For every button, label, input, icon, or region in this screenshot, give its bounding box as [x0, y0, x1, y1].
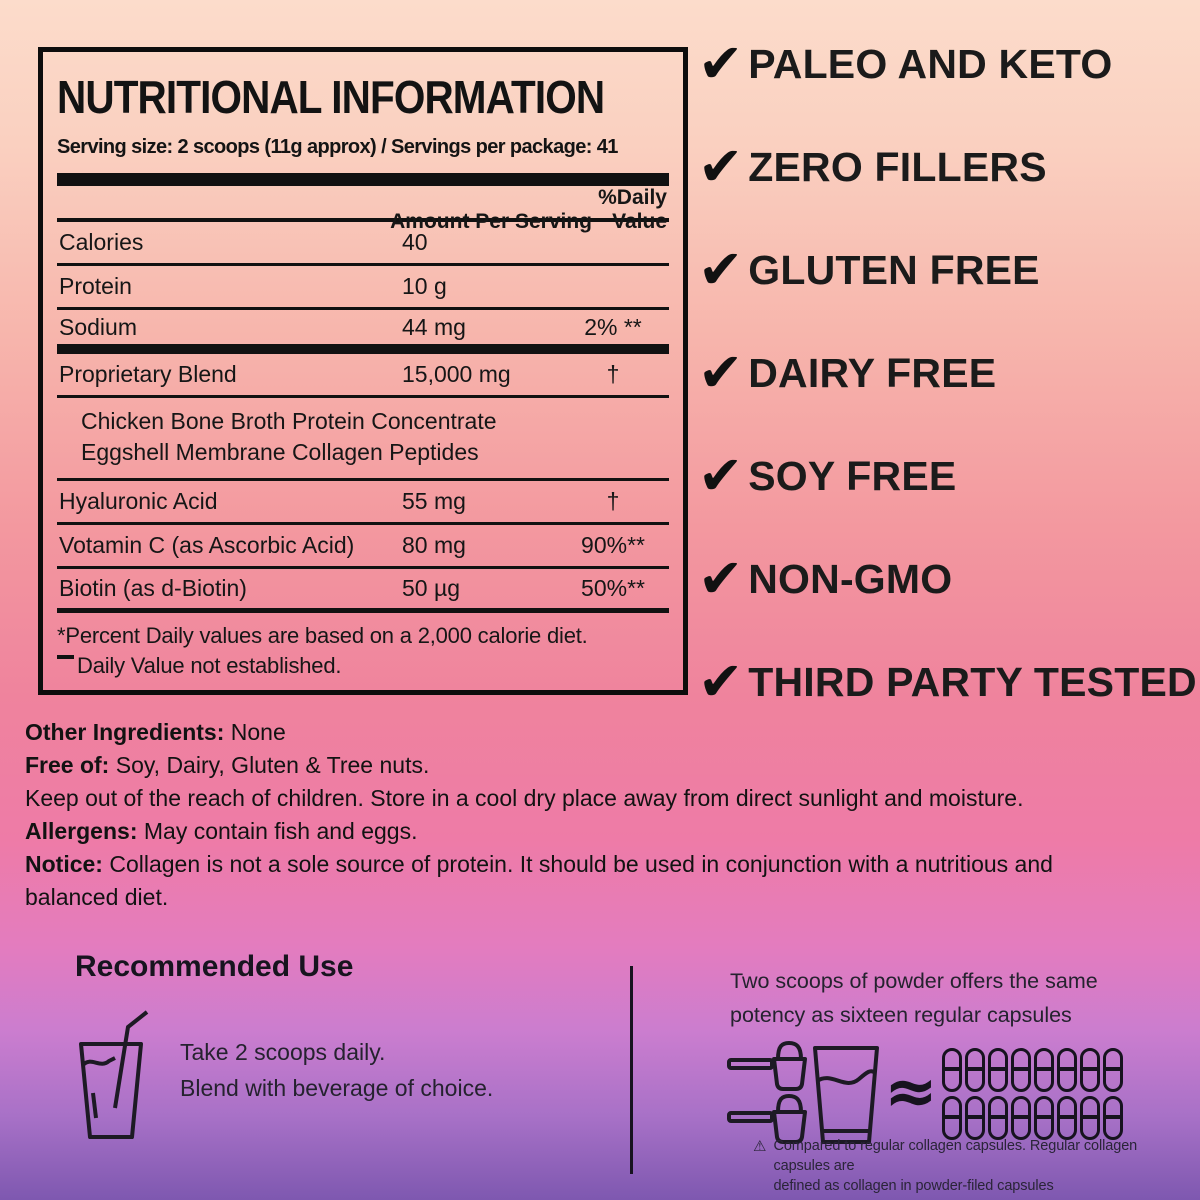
capsule-icon	[1057, 1096, 1077, 1140]
checklist-item-soy-free: ✔ SOY FREE	[698, 444, 957, 507]
panel-title: NUTRITIONAL INFORMATION	[57, 71, 605, 123]
footnote-dagger: Daily Value not established.	[57, 651, 669, 681]
nutrition-panel: NUTRITIONAL INFORMATION Serving size: 2 …	[38, 47, 688, 695]
usage-line-1: Take 2 scoops daily.	[180, 1039, 386, 1065]
usage-instructions: Take 2 scoops daily. Blend with beverage…	[180, 1034, 493, 1106]
table-row-biotin: Biotin (as d-Biotin) 50 µg 50%**	[57, 569, 669, 613]
capsule-icon	[1057, 1048, 1077, 1092]
checklist-item-zero-fillers: ✔ ZERO FILLERS	[698, 135, 1047, 198]
capsule-icon	[1011, 1048, 1031, 1092]
table-row-calories: Calories 40	[57, 222, 669, 266]
checklist-item-gluten-free: ✔ GLUTEN FREE	[698, 238, 1040, 301]
capsule-icon	[988, 1096, 1008, 1140]
warning-line-2: defined as collagen in powder-filed caps…	[773, 1178, 1054, 1194]
warning-triangle-icon: ⚠	[753, 1137, 767, 1155]
capsule-icon	[1103, 1096, 1123, 1140]
capsule-grid	[942, 1048, 1126, 1140]
checklist-item-paleo-keto: ✔ PALEO AND KETO	[698, 32, 1113, 95]
info-line-free-of: Free of: Soy, Dairy, Gluten & Tree nuts.	[25, 752, 430, 778]
info-line-other-ingredients: Other Ingredients: None	[25, 719, 286, 745]
blend-ingredients: Chicken Bone Broth Protein Concentrate E…	[57, 398, 669, 481]
capsule-comparison-note: ⚠ Compared to regular collagen capsules.…	[753, 1136, 1193, 1196]
capsule-icon	[942, 1048, 962, 1092]
check-icon: ✔	[698, 341, 744, 404]
footnotes: *Percent Daily values are based on a 2,0…	[57, 613, 669, 681]
serving-size-line: Serving size: 2 scoops (11g approx) / Se…	[57, 136, 618, 158]
footnote-percent: *Percent Daily values are based on a 2,0…	[57, 623, 588, 648]
capsule-icon	[1080, 1048, 1100, 1092]
check-icon: ✔	[698, 650, 744, 713]
capsule-icon	[1080, 1096, 1100, 1140]
approximately-equal-icon: ≈	[884, 1055, 938, 1129]
capsule-icon	[1011, 1096, 1031, 1140]
capsule-icon	[988, 1048, 1008, 1092]
table-header: Amount Per Serving %Daily Value	[57, 186, 669, 233]
info-line-storage: Keep out of the reach of children. Store…	[25, 785, 1024, 811]
warning-line-1: Compared to regular collagen capsules. R…	[773, 1138, 1138, 1174]
capsule-icon	[942, 1096, 962, 1140]
table-row-vitamin-c: Votamin C (as Ascorbic Acid) 80 mg 90%**	[57, 525, 669, 569]
usage-line-2: Blend with beverage of choice.	[180, 1075, 494, 1101]
scoop-icon	[726, 1040, 822, 1092]
checklist-item-non-gmo: ✔ NON-GMO	[698, 547, 953, 610]
capsule-icon	[965, 1096, 985, 1140]
capsule-icon	[1103, 1048, 1123, 1092]
scoop-icon	[726, 1093, 822, 1145]
drink-glass-straw-icon	[76, 1003, 150, 1145]
other-information: Other Ingredients: None Free of: Soy, Da…	[25, 716, 1130, 914]
table-row-hyaluronic-acid: Hyaluronic Acid 55 mg †	[57, 481, 669, 525]
col-daily-value: %Daily Value	[598, 186, 667, 233]
table-row-sodium: Sodium 44 mg 2% **	[57, 310, 669, 354]
recommended-use-title: Recommended Use	[75, 950, 354, 983]
beverage-glass-icon	[812, 1045, 880, 1145]
check-icon: ✔	[698, 547, 744, 610]
capsule-icon	[965, 1048, 985, 1092]
check-icon: ✔	[698, 238, 744, 301]
dagger-bar-icon	[57, 655, 74, 659]
capsule-icon	[1034, 1048, 1054, 1092]
info-line-notice: Notice: Collagen is not a sole source of…	[25, 851, 1053, 910]
checklist-item-dairy-free: ✔ DAIRY FREE	[698, 341, 997, 404]
checklist-item-third-party-tested: ✔ THIRD PARTY TESTED	[698, 650, 1197, 713]
blend-ingredient: Eggshell Membrane Collagen Peptides	[81, 439, 479, 465]
info-line-allergens: Allergens: May contain fish and eggs.	[25, 818, 418, 844]
separator-bar-thick	[57, 173, 669, 186]
check-icon: ✔	[698, 32, 744, 95]
check-icon: ✔	[698, 444, 744, 507]
capsule-icon	[1034, 1096, 1054, 1140]
blend-ingredient: Chicken Bone Broth Protein Concentrate	[81, 408, 497, 434]
table-row-protein: Protein 10 g	[57, 266, 669, 310]
col-amount-per-serving: Amount Per Serving	[390, 210, 592, 233]
section-divider	[630, 966, 633, 1174]
check-icon: ✔	[698, 135, 744, 198]
potency-title: Two scoops of powder offers the same pot…	[730, 969, 1098, 1027]
table-row-proprietary-blend: Proprietary Blend 15,000 mg †	[57, 354, 669, 398]
benefit-checklist: ✔ PALEO AND KETO ✔ ZERO FILLERS ✔ GLUTEN…	[698, 32, 1198, 713]
